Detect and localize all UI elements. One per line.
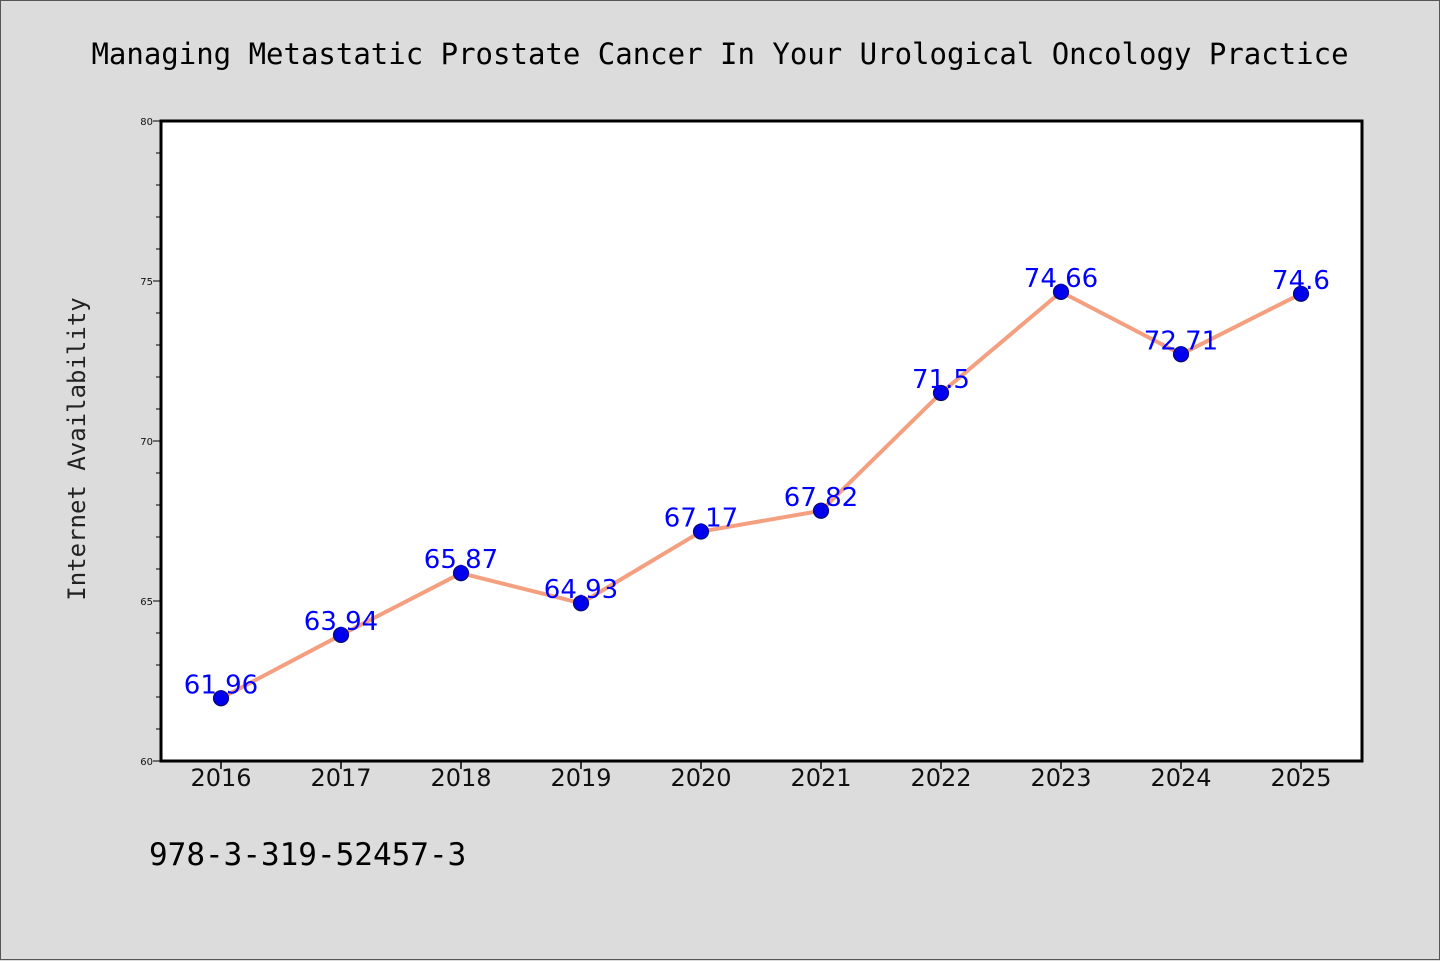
- isbn-footer: 978-3-319-52457-3: [149, 837, 466, 873]
- data-point: [332, 626, 350, 644]
- data-label: 67.82: [784, 483, 858, 513]
- data-label: 63.94: [304, 607, 378, 637]
- y-tick-label: 75: [140, 277, 153, 288]
- data-point: [692, 523, 710, 540]
- data-label: 61.96: [184, 670, 258, 700]
- y-tick-label: 80: [140, 117, 153, 128]
- data-point: [212, 690, 230, 707]
- x-tick-label: 2017: [310, 764, 371, 792]
- data-label: 74.6: [1272, 266, 1330, 296]
- data-point: [1172, 346, 1190, 363]
- x-axis-tick-labels: 2016 2017 2018 2019 2020 2021 2022 2023 2024 2025: [190, 764, 1331, 792]
- y-axis-tick-labels: 60 65 70 75 80: [140, 117, 153, 768]
- y-tick-label: 60: [140, 757, 153, 768]
- data-label: 67.17: [664, 504, 738, 534]
- data-label: 72.71: [1144, 326, 1218, 356]
- data-point: [932, 384, 950, 402]
- x-tick-label: 2021: [790, 764, 851, 792]
- plot-area: [159, 119, 1364, 763]
- x-tick-label: 2016: [190, 764, 251, 792]
- data-point: [572, 595, 590, 612]
- x-tick-label: 2020: [670, 764, 731, 792]
- chart-title: Managing Metastatic Prostate Cancer In Y…: [91, 37, 1348, 71]
- y-axis-ticks: [153, 120, 161, 762]
- data-label: 64.93: [544, 575, 618, 605]
- x-tick-label: 2025: [1270, 764, 1331, 792]
- y-tick-label: 70: [140, 437, 153, 448]
- x-axis-ticks: [220, 761, 1302, 769]
- y-tick-label: 65: [140, 597, 153, 608]
- x-tick-label: 2022: [910, 764, 971, 792]
- data-label: 71.5: [912, 365, 970, 395]
- data-point: [1292, 285, 1310, 302]
- series-line: [219, 289, 1303, 701]
- x-tick-label: 2024: [1150, 764, 1211, 792]
- data-point: [452, 565, 470, 582]
- x-tick-label: 2019: [550, 764, 611, 792]
- data-label: 74.66: [1024, 264, 1098, 294]
- data-point: [1052, 283, 1070, 300]
- y-axis-label: Internet Availability: [63, 297, 91, 600]
- series-group: 61.96 63.94 65.87 64.93 67.17 67.82 71.5 74.66 7…: [184, 264, 1330, 707]
- data-label: 65.87: [424, 545, 498, 575]
- x-tick-label: 2023: [1030, 764, 1091, 792]
- data-point: [812, 502, 830, 519]
- x-tick-label: 2018: [430, 764, 491, 792]
